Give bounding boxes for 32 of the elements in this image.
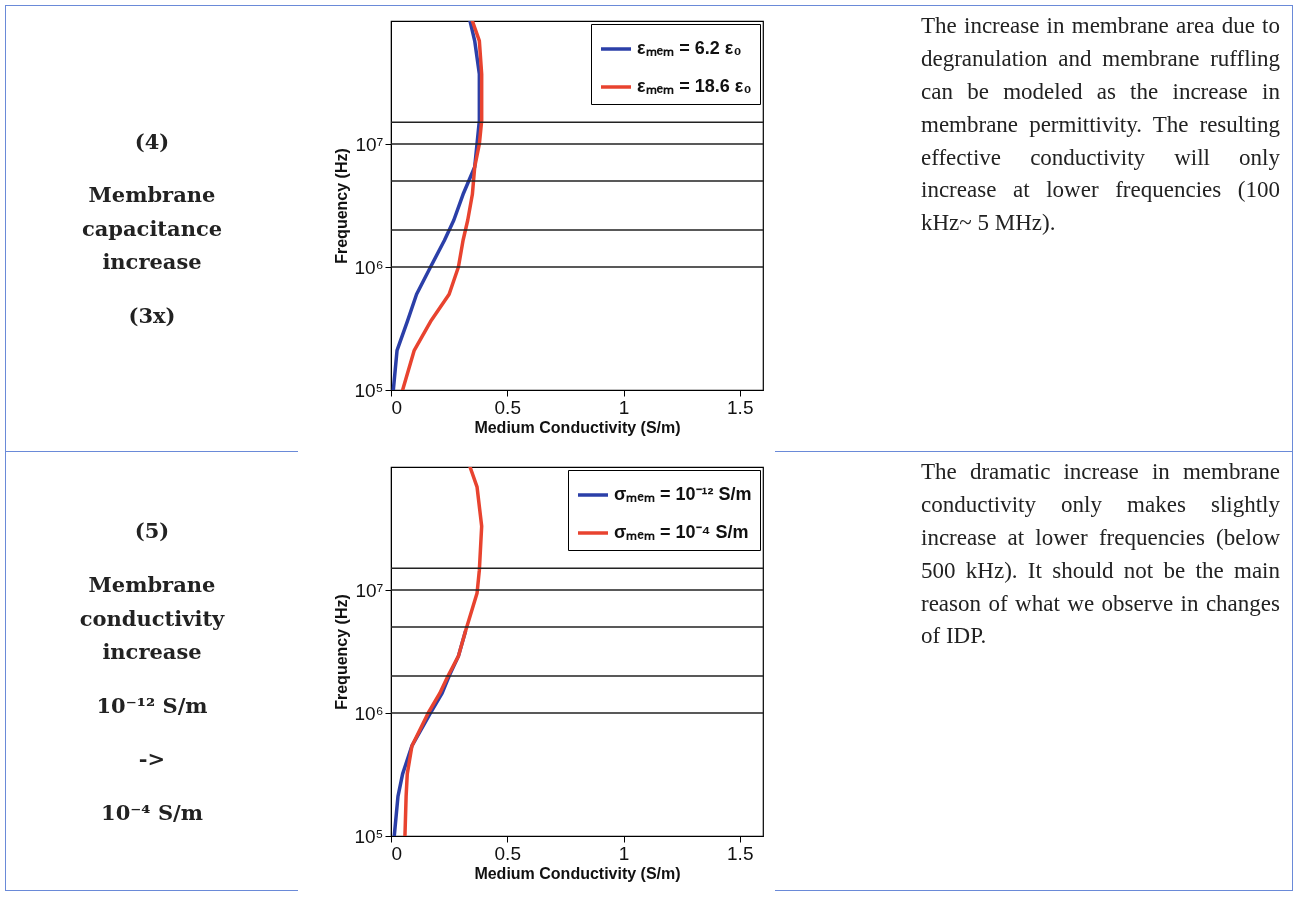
legend-label: εₘₑₘ = 18.6 ε₀ [637,76,752,96]
x-tick-label: 0.5 [494,842,521,864]
text: Membrane capacitance increase [80,181,224,277]
y-tick-label: 10⁷ [355,579,384,601]
y-tick-label: 10⁶ [354,256,384,278]
y-axis-title: Frequency (Hz) [333,148,351,264]
text: 10⁻¹² S/m [96,691,208,720]
text: The increase in membrane area due to degranulation and membrane ruffling can be modeled as the increase in membrane permittivity. The resulting effective conductivity will only increase at lower frequencies (100 kHz~ 5 MHz). [921,12,1280,238]
text: -> [138,745,166,774]
x-axis-title: Medium Conductivity (S/m) [474,864,681,882]
x-tick-label: 0.5 [494,396,521,418]
y-tick-label: 10⁵ [354,379,384,401]
x-tick-label: 1.5 [727,396,754,418]
y-axis-title: Frequency (Hz) [333,594,351,710]
y-tick-label: 10⁵ [354,825,384,847]
x-tick-label: 1.5 [727,842,754,864]
x-tick-label: 1 [618,842,630,864]
x-axis-title: Medium Conductivity (S/m) [474,418,681,436]
x-tick-label: 1 [618,396,630,418]
text: The dramatic increase in membrane conductivity only makes slightly increase at lower frequencies (below 500 kHz). It should not be the main reason of what we observe in changes of IDP. [921,458,1280,651]
x-tick-label: 0 [391,396,403,418]
y-tick-label: 10⁷ [355,133,384,155]
text: (5) [134,517,170,546]
legend-label: εₘₑₘ = 6.2 ε₀ [637,38,742,58]
text: (4) [134,127,170,156]
x-tick-label: 0 [391,842,403,864]
text: (3x) [128,301,176,330]
legend-label: σₘₑₘ = 10⁻⁴ S/m [614,522,749,542]
legend-label: σₘₑₘ = 10⁻¹² S/m [614,484,752,504]
y-tick-label: 10⁶ [354,702,384,724]
text: Membrane conductivity increase [78,571,226,667]
text: 10⁻⁴ S/m [101,799,203,827]
